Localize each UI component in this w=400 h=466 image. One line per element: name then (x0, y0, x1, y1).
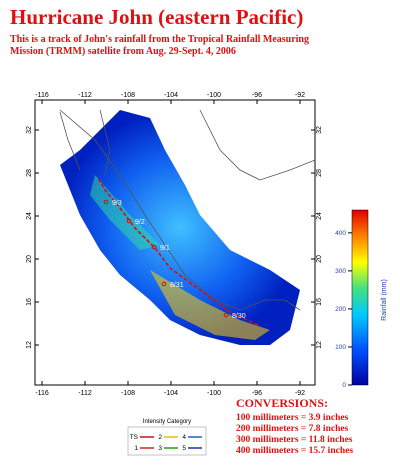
lat-label: 28 (316, 169, 323, 177)
lon-label: -92 (295, 92, 305, 99)
colorbar-tick-label: 100 (335, 344, 346, 351)
colorbar: Rainfall (mm) (351, 209, 388, 386)
track-label: 9/1 (160, 245, 170, 252)
lat-label: 32 (316, 126, 323, 134)
colorbar-tick-label: 300 (335, 268, 346, 275)
track-point (103, 199, 109, 205)
lon-label: -100 (207, 92, 221, 99)
legend-label: TS (130, 434, 139, 441)
legend-label: 5 (182, 445, 186, 452)
lon-label: -92 (295, 390, 305, 397)
conversion-line: 100 millimeters = 3.9 inches (236, 413, 349, 423)
legend-label: 3 (158, 445, 162, 452)
subtitle: Mission (TRMM) satellite from Aug. 29-Se… (10, 46, 236, 57)
lon-label: -108 (121, 390, 135, 397)
track-point (223, 312, 229, 318)
track-point (126, 218, 132, 224)
lon-label: -96 (252, 92, 262, 99)
track-label: 8/30 (232, 313, 246, 320)
legend-title: Intensity Category (143, 419, 191, 425)
lon-label: -108 (121, 92, 135, 99)
lon-label: -116 (35, 390, 49, 397)
subtitle: This is a track of John's rainfall from … (10, 34, 309, 45)
lon-label: -104 (164, 92, 178, 99)
storm-track (97, 177, 259, 326)
lat-label: 32 (26, 126, 33, 134)
track-label: 8/31 (170, 282, 184, 289)
rainfall-high (150, 270, 270, 340)
title: Hurricane John (eastern Pacific) (10, 5, 303, 29)
lat-label: 28 (26, 169, 33, 177)
colorbar-scale (351, 209, 369, 386)
track-point (161, 281, 167, 287)
lat-label: 24 (26, 212, 33, 220)
lon-label: -112 (78, 92, 92, 99)
track-point (151, 244, 157, 250)
lat-label: 12 (26, 341, 33, 349)
track-label: 9/2 (135, 219, 145, 226)
legend: Intensity Category (127, 419, 207, 456)
colorbar-tick-label: 400 (335, 230, 346, 237)
conversions: CONVERSIONS: (236, 396, 328, 410)
lat-label: 16 (316, 298, 323, 306)
lat-label: 20 (26, 255, 33, 263)
colorbar-tick-label: 0 (342, 382, 346, 389)
legend-label: 4 (182, 434, 186, 441)
legend-box (127, 426, 207, 456)
track-label: 9/3 (112, 200, 122, 207)
map (34, 99, 316, 386)
lon-label: -100 (207, 390, 221, 397)
lon-label: -116 (35, 92, 49, 99)
conversion-line: 400 millimeters = 15.7 inches (236, 446, 353, 456)
conversion-line: 300 millimeters = 11.8 inches (236, 435, 353, 445)
legend-label: 1 (134, 445, 138, 452)
lat-label: 24 (316, 212, 323, 220)
lon-label: -104 (164, 390, 178, 397)
conversion-line: 200 millimeters = 7.8 inches (236, 424, 349, 434)
colorbar-label: Rainfall (mm) (381, 279, 388, 321)
colorbar-tick-label: 200 (335, 306, 346, 313)
lat-label: 16 (26, 298, 33, 306)
rainfall-mid (90, 175, 160, 250)
lat-label: 20 (316, 255, 323, 263)
rainfall-field (60, 110, 300, 345)
coastline (59, 109, 316, 311)
lat-label: 12 (316, 341, 323, 349)
lon-label: -96 (252, 390, 262, 397)
conversions-title: CONVERSIONS: (236, 396, 328, 410)
legend-label: 2 (158, 434, 162, 441)
lon-label: -112 (78, 390, 92, 397)
